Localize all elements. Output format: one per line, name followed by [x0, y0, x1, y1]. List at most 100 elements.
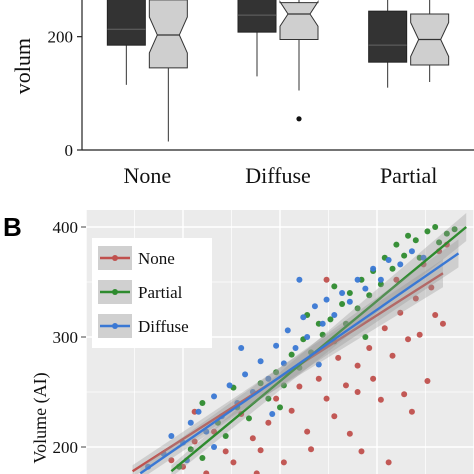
data-point [273, 369, 280, 376]
data-point [280, 382, 287, 389]
data-point [269, 411, 276, 417]
data-point [242, 371, 249, 378]
box-body [148, 0, 188, 69]
box [279, 0, 319, 122]
data-point [296, 276, 303, 283]
data-point [308, 446, 315, 453]
data-point [311, 303, 318, 310]
data-point [436, 239, 443, 246]
box [106, 0, 146, 85]
y-ticks: 200 300 400 [53, 218, 86, 457]
data-point [432, 312, 439, 318]
data-point [420, 254, 427, 261]
data-point [273, 395, 280, 402]
data-point [346, 298, 353, 305]
data-point [385, 459, 392, 466]
data-point [405, 232, 412, 239]
data-point [370, 375, 377, 382]
data-point [300, 314, 307, 321]
data-point [385, 257, 392, 263]
data-point [323, 296, 330, 303]
data-point [257, 380, 264, 387]
legend: None Partial Diffuse [92, 238, 212, 348]
box-body [106, 0, 146, 46]
data-point [362, 285, 369, 292]
data-point [412, 237, 419, 244]
box [368, 0, 408, 88]
y-tick-label: 200 [48, 28, 74, 47]
data-point [249, 435, 256, 442]
data-point [331, 413, 338, 420]
data-point [187, 446, 194, 453]
data-point [199, 455, 206, 461]
data-point [319, 331, 326, 338]
data-point [323, 276, 330, 283]
data-point [331, 283, 338, 290]
data-point [222, 448, 229, 455]
data-point [354, 362, 361, 369]
category-label: Diffuse [245, 163, 311, 188]
data-point [416, 331, 423, 338]
y-tick-label: 0 [65, 141, 74, 160]
data-point [280, 360, 287, 367]
fit-lines [131, 213, 468, 474]
boxplot-panel: volum 0 200 None Diffuse Partial [10, 0, 474, 188]
data-point [377, 281, 384, 288]
data-point [405, 336, 412, 343]
data-point [439, 320, 446, 327]
data-point [315, 375, 322, 382]
data-point [397, 309, 404, 316]
scatter-panel: B 200 300 400 Volume (AI) None Partial Diffu… [3, 210, 474, 474]
data-point [424, 228, 431, 235]
data-point [292, 345, 299, 351]
data-point [226, 382, 233, 389]
data-point [187, 419, 194, 426]
data-point [366, 292, 373, 299]
data-point [211, 444, 218, 450]
data-point [265, 419, 272, 426]
data-point [346, 430, 353, 437]
data-point [284, 327, 291, 334]
data-point [354, 389, 361, 395]
data-point [335, 354, 342, 361]
data-point [273, 342, 280, 349]
category-label: Partial [380, 163, 437, 188]
legend-label: None [138, 249, 175, 268]
data-point [265, 395, 272, 402]
data-point [362, 334, 369, 340]
data-point [296, 383, 303, 390]
data-point [168, 433, 175, 439]
data-point [304, 334, 311, 340]
box [237, 0, 277, 77]
data-point [195, 408, 202, 415]
data-point [230, 459, 237, 466]
data-point [339, 290, 346, 296]
box-body [368, 10, 408, 63]
data-point [451, 226, 458, 233]
data-point [358, 448, 365, 455]
data-point [257, 358, 264, 365]
panel-label: B [3, 212, 22, 242]
data-point [199, 400, 206, 406]
legend-key-point [112, 289, 118, 295]
data-point [323, 395, 330, 402]
data-point [408, 408, 415, 415]
data-point [366, 345, 373, 351]
data-point [339, 301, 346, 307]
data-point [319, 320, 326, 327]
data-point [381, 325, 388, 332]
data-point [370, 265, 377, 272]
y-tick-label: 400 [53, 218, 79, 237]
data-point [401, 391, 408, 398]
data-point [277, 404, 283, 411]
data-point [245, 415, 252, 422]
legend-label: Partial [138, 283, 183, 302]
box-body [279, 0, 319, 40]
fit-line [139, 252, 460, 474]
box [148, 0, 188, 142]
data-point [377, 276, 384, 283]
data-point [432, 224, 439, 230]
data-point [191, 438, 198, 445]
data-point [354, 305, 361, 312]
data-point [424, 378, 431, 384]
